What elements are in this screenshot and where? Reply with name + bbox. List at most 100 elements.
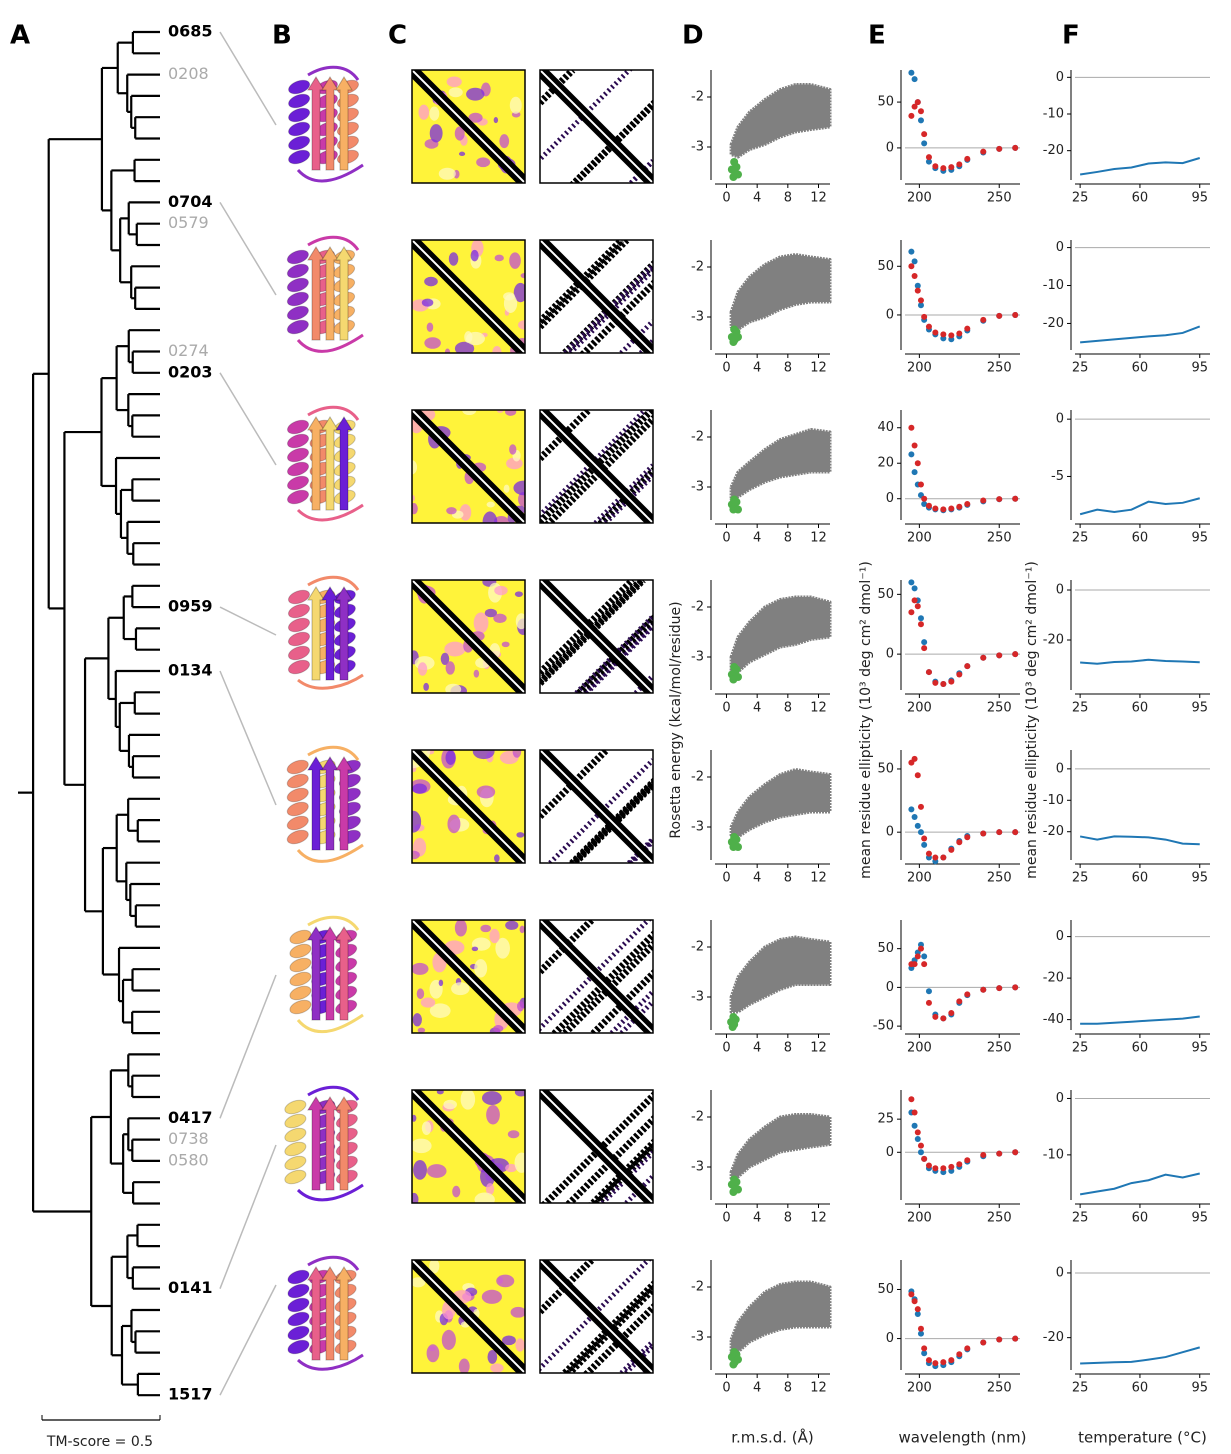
map-blob — [474, 959, 488, 978]
y-tick-label: 40 — [877, 420, 894, 435]
helix-turn — [286, 801, 309, 817]
helix-turn — [286, 305, 309, 321]
map-blob — [494, 854, 500, 863]
helix-turn — [284, 1099, 307, 1115]
cd-point — [911, 258, 918, 265]
x-tick-label: 12 — [810, 361, 827, 376]
map-blob — [481, 1091, 502, 1105]
cd-point — [996, 652, 1003, 659]
y-tick-label: -3 — [691, 990, 704, 1005]
map-blob — [487, 1350, 498, 1364]
cd-point — [980, 654, 987, 661]
map-diagonal-center — [540, 1090, 653, 1203]
x-tick-label: 12 — [810, 1211, 827, 1226]
map-band — [540, 410, 653, 523]
map-diagonal-center — [412, 580, 525, 693]
map-band — [540, 1090, 653, 1203]
y-tick-label: 0 — [1056, 240, 1064, 255]
cd-point — [911, 1122, 918, 1129]
cd-point — [948, 1163, 955, 1170]
cd-point — [911, 1109, 918, 1116]
cd-point — [921, 131, 928, 138]
map-blob — [503, 294, 518, 313]
cd-point — [917, 621, 924, 628]
cd-point — [925, 1357, 932, 1364]
x-tick-label: 8 — [784, 361, 792, 376]
cd-point — [932, 1165, 939, 1172]
protein-cartoon — [284, 1085, 364, 1202]
helix-turn — [286, 773, 309, 789]
cd-point — [948, 505, 955, 512]
cd-point — [956, 839, 963, 846]
map-blob — [518, 492, 525, 507]
decoy-cloud — [729, 1113, 832, 1181]
connector — [219, 1284, 277, 1396]
connector — [219, 202, 277, 296]
strand — [335, 586, 353, 681]
map-blob — [418, 104, 430, 120]
x-tick-label: 60 — [1132, 1041, 1149, 1056]
decoy-cloud — [729, 253, 832, 331]
helix-turn — [287, 659, 311, 675]
cd-point — [1012, 651, 1019, 658]
cd-point — [914, 287, 921, 294]
map-blob — [470, 249, 479, 262]
design-point — [730, 1348, 739, 1356]
x-tick-label: 60 — [1132, 871, 1149, 886]
y-tick-label: 0 — [886, 647, 894, 662]
helix-turn — [286, 419, 310, 435]
y-tick-label: 50 — [877, 1282, 894, 1297]
map-frame — [539, 579, 654, 694]
y-tick-label: 20 — [877, 456, 894, 471]
map-blob — [421, 1121, 432, 1135]
cd-point — [996, 496, 1003, 503]
helix-turn — [289, 985, 312, 1001]
y-tick-label: 25 — [877, 1112, 894, 1127]
map-blob — [516, 832, 525, 838]
helix-turn — [289, 957, 312, 973]
x-tick-label: 95 — [1191, 1381, 1208, 1396]
x-tick-label: 200 — [907, 531, 932, 546]
cd-point — [940, 681, 947, 688]
cd-point — [964, 1345, 971, 1352]
cd-point — [908, 609, 915, 616]
melt-line — [1080, 325, 1201, 344]
strand — [321, 416, 339, 511]
x-tick-label: 0 — [722, 871, 730, 886]
y-axis-label: mean residue ellipticity (10³ deg cm² dm… — [858, 561, 874, 879]
strand — [321, 756, 339, 851]
map-blob — [466, 331, 485, 346]
x-tick-label: 12 — [810, 871, 827, 886]
map-blob — [466, 87, 485, 101]
map-frame — [411, 1089, 526, 1204]
cd-point — [917, 108, 924, 115]
cd-point — [914, 1306, 921, 1313]
cd-point — [917, 945, 924, 952]
design-point — [730, 833, 739, 841]
map-blob — [474, 1192, 495, 1203]
strand — [321, 76, 339, 171]
contact-map — [412, 1260, 525, 1373]
helix-turn — [287, 1339, 310, 1355]
x-tick-label: 250 — [987, 1381, 1012, 1396]
y-tick-label: 50 — [877, 761, 894, 776]
design-point — [734, 333, 742, 341]
x-tick-label: 4 — [753, 531, 761, 546]
map-blob — [490, 1363, 504, 1373]
map-frame — [539, 239, 654, 354]
strand — [307, 756, 325, 851]
decoy-cloud — [729, 428, 832, 501]
leaf-label: 0141 — [168, 1278, 213, 1297]
cd-point — [940, 1359, 947, 1366]
map-band — [563, 263, 653, 353]
map-blob — [520, 272, 525, 279]
cd-point — [964, 834, 971, 841]
x-tick-label: 12 — [810, 701, 827, 716]
map-frame — [411, 69, 526, 184]
x-tick-label: 25 — [1072, 1381, 1089, 1396]
cd-point — [917, 803, 924, 810]
cd-point — [908, 1096, 915, 1103]
cd-point — [948, 164, 955, 171]
cd-point — [921, 1350, 928, 1357]
